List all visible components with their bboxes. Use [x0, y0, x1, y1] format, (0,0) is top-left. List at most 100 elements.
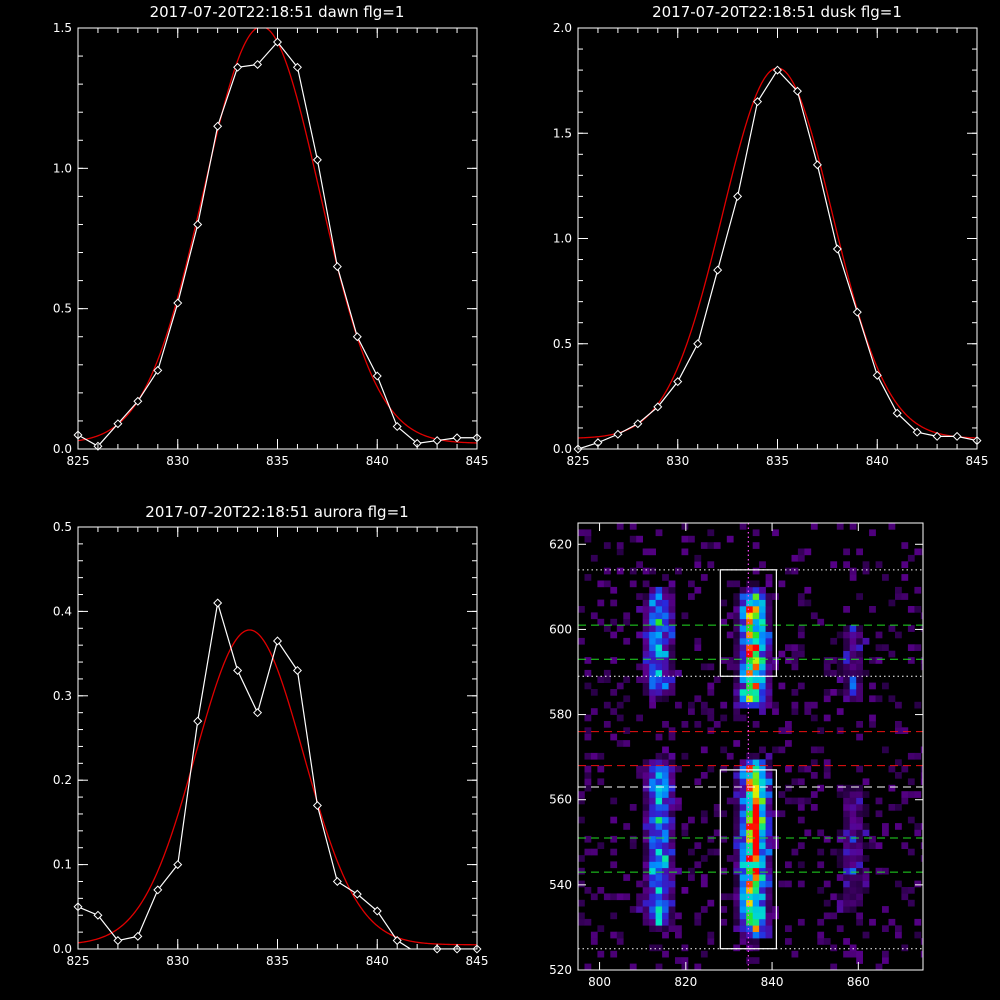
spectrogram-heatmap-cell: [843, 816, 850, 824]
spectrogram-heatmap-cell: [746, 880, 753, 888]
spectrogram-heatmap-cell: [675, 797, 682, 805]
spectrogram-heatmap-cell: [849, 784, 857, 792]
spectrogram-heatmap-cell: [765, 625, 773, 632]
spectrogram-heatmap-cell: [642, 855, 650, 862]
spectrogram-heatmap-cell: [765, 701, 773, 709]
spectrogram-heatmap-cell: [882, 644, 889, 651]
spectrogram-heatmap-cell: [720, 765, 728, 773]
spectrogram-heatmap-cell: [843, 689, 850, 696]
spectrogram-heatmap-cell: [836, 523, 844, 530]
spectrogram-heatmap-cell: [610, 689, 618, 696]
spectrogram-heatmap-cell: [733, 580, 741, 588]
spectrogram-heatmap-cell: [636, 906, 643, 913]
dusk-ytick-label: 1.5: [553, 126, 572, 140]
spectrogram-heatmap-cell: [843, 797, 850, 805]
spectrogram-heatmap-cell: [739, 887, 747, 894]
spectrogram-heatmap-cell: [733, 701, 741, 709]
spectrogram-heatmap-cell: [823, 759, 831, 766]
spectrogram-heatmap-cell: [823, 663, 831, 671]
spectrogram-heatmap-cell: [752, 612, 760, 620]
spectrogram-heatmap-cell: [662, 689, 669, 696]
spectrogram-heatmap-cell: [668, 663, 676, 671]
spectrogram-heatmap-cell: [662, 606, 669, 613]
spectrogram-heatmap-cell: [636, 893, 643, 901]
spectrogram-heatmap-cell: [655, 899, 663, 907]
aurora-ytick-label: 0.4: [53, 604, 72, 618]
spectrogram-heatmap-cell: [610, 797, 618, 805]
spectrogram-heatmap-cell: [739, 791, 747, 798]
spectrogram-heatmap-cell: [713, 676, 721, 683]
spectrogram-heatmap-cell: [746, 772, 753, 779]
spectrogram-heatmap-cell: [746, 784, 753, 792]
spectrogram-heatmap-cell: [765, 759, 773, 766]
spectrogram-heatmap-cell: [785, 721, 792, 728]
spectrogram-heatmap-cell: [720, 810, 728, 818]
spectrogram-heatmap-cell: [856, 631, 863, 639]
spectrogram-heatmap-cell: [752, 855, 760, 862]
dusk-data-point: [792, 86, 802, 96]
spectrogram-heatmap-cell: [675, 701, 682, 709]
spectrogram-heatmap-cell: [849, 899, 857, 907]
spectrogram-heatmap-cell: [688, 708, 695, 715]
spectrogram-heatmap-cell: [836, 631, 844, 639]
spectrogram-heatmap-cell: [649, 791, 656, 798]
spectrogram-heatmap-cell: [843, 893, 850, 901]
spectrogram-heatmap-cell: [642, 548, 650, 556]
spectrogram-heatmap-cell: [830, 669, 838, 677]
spectrogram-heatmap-cell: [765, 842, 773, 849]
spectrogram-heatmap-cell: [662, 669, 669, 677]
spectrogram-heatmap-cell: [901, 593, 909, 600]
spectrogram-heatmap-cell: [700, 906, 708, 913]
spectrogram-heatmap-cell: [856, 867, 863, 875]
spectrogram-heatmap-cell: [655, 586, 663, 594]
spectrogram-heatmap-cell: [733, 791, 741, 798]
spectrogram-heatmap-cell: [707, 708, 715, 715]
spectrogram-heatmap-cell: [856, 861, 863, 869]
spectrogram-heatmap-cell: [752, 765, 760, 773]
spectrogram-heatmap-cell: [836, 848, 844, 856]
spectrogram-heatmap-cell: [629, 835, 637, 843]
spectrogram-heatmap-cell: [649, 637, 656, 645]
spectrogram-panel: 800 820 840 860 520 540 560 580 600 620: [549, 522, 924, 989]
spectrogram-heatmap-cell: [823, 938, 831, 945]
spectrogram-heatmap-cell: [843, 880, 850, 888]
spectrogram-heatmap-cell: [623, 637, 631, 645]
spectrogram-heatmap-cell: [694, 644, 702, 651]
spectrogram-heatmap-cell: [895, 880, 902, 888]
spectrogram-heatmap-cell: [746, 899, 753, 907]
spectrogram-heatmap-cell: [655, 925, 663, 932]
spectrogram-heatmap-cell: [649, 606, 656, 613]
spectrogram-heatmap-cell: [791, 657, 799, 664]
spectrogram-heatmap-cell: [862, 855, 870, 862]
spectrogram-heatmap-cell: [739, 867, 747, 875]
spectrogram-heatmap-cell: [649, 784, 656, 792]
spectrogram-heatmap-cell: [765, 669, 773, 677]
spectrogram-heatmap-cell: [694, 695, 702, 703]
dawn-data-point: [352, 332, 362, 342]
spectrogram-heatmap-cell: [752, 797, 760, 805]
spectrogram-heatmap-cell: [649, 689, 656, 696]
spectrogram-heatmap-cell: [675, 912, 682, 920]
spectrogram-heatmap-cell: [642, 759, 650, 766]
dusk-data-point: [713, 265, 723, 275]
spectrogram-heatmap-cell: [856, 797, 863, 805]
spectrogram-heatmap-cell: [616, 682, 624, 690]
spectrogram-heatmap-cell: [907, 657, 915, 664]
spectrogram-heatmap-cell: [642, 804, 650, 811]
spectrogram-heatmap-cell: [862, 791, 870, 798]
spectrogram-heatmap-cell: [649, 657, 656, 664]
spectrogram-heatmap-cell: [875, 963, 883, 970]
dusk-data-point: [952, 431, 962, 441]
spectrogram-heatmap-cell: [849, 631, 857, 639]
spectrogram-heatmap-cell: [797, 548, 805, 556]
spectrogram-heatmap-cell: [700, 874, 708, 881]
spectrogram-heatmap-cell: [901, 887, 909, 894]
spectrogram-heatmap-cell: [603, 669, 611, 677]
spectrogram-heatmap-cell: [616, 542, 624, 549]
spectrogram-heatmap-cell: [662, 765, 669, 773]
spectrogram-heatmap-cell: [746, 957, 753, 964]
spectrogram-heatmap-cell: [642, 593, 650, 600]
dawn-data-point: [233, 62, 243, 72]
spectrogram-heatmap-cell: [752, 599, 760, 607]
spectrogram-heatmap-cell: [836, 925, 844, 932]
